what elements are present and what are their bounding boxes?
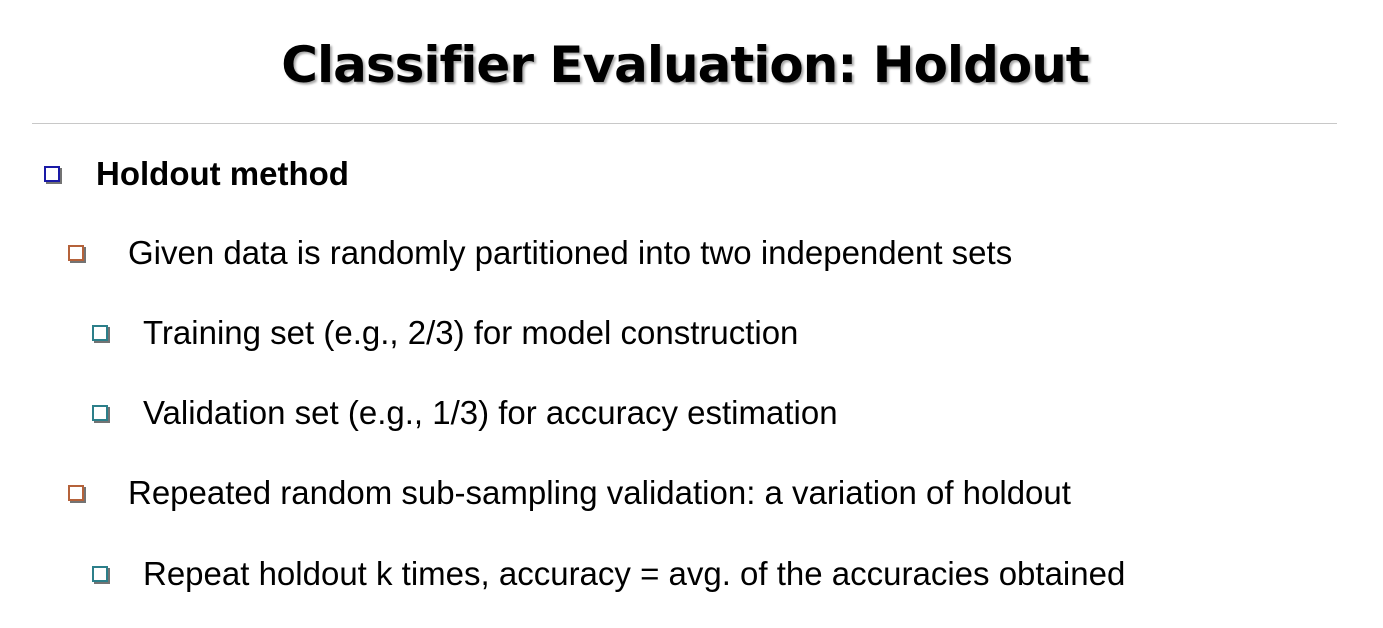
square-bullet-icon (44, 166, 60, 182)
bullet-validation-set: Validation set (e.g., 1/3) for accuracy … (92, 393, 838, 433)
square-bullet-icon (92, 566, 108, 582)
bullet-holdout-method: Holdout method (44, 154, 349, 194)
bullet-text: Validation set (e.g., 1/3) for accuracy … (143, 394, 838, 431)
bullet-text: Repeated random sub-sampling validation:… (128, 474, 1071, 511)
square-bullet-icon (68, 245, 84, 261)
square-bullet-icon (92, 325, 108, 341)
bullet-repeat-k-times: Repeat holdout k times, accuracy = avg. … (92, 554, 1125, 594)
bullet-text: Repeat holdout k times, accuracy = avg. … (143, 555, 1126, 592)
bullet-text: Holdout method (96, 155, 349, 192)
bullet-text: Training set (e.g., 2/3) for model const… (143, 314, 799, 351)
title-divider (32, 123, 1337, 124)
bullet-random-partition: Given data is randomly partitioned into … (68, 233, 1012, 273)
square-bullet-icon (92, 405, 108, 421)
slide-title: Classifier Evaluation: Holdout (281, 36, 1089, 94)
square-bullet-icon (68, 485, 84, 501)
bullet-text: Given data is randomly partitioned into … (128, 234, 1013, 271)
bullet-training-set: Training set (e.g., 2/3) for model const… (92, 313, 798, 353)
bullet-repeated-subsampling: Repeated random sub-sampling validation:… (68, 473, 1071, 513)
